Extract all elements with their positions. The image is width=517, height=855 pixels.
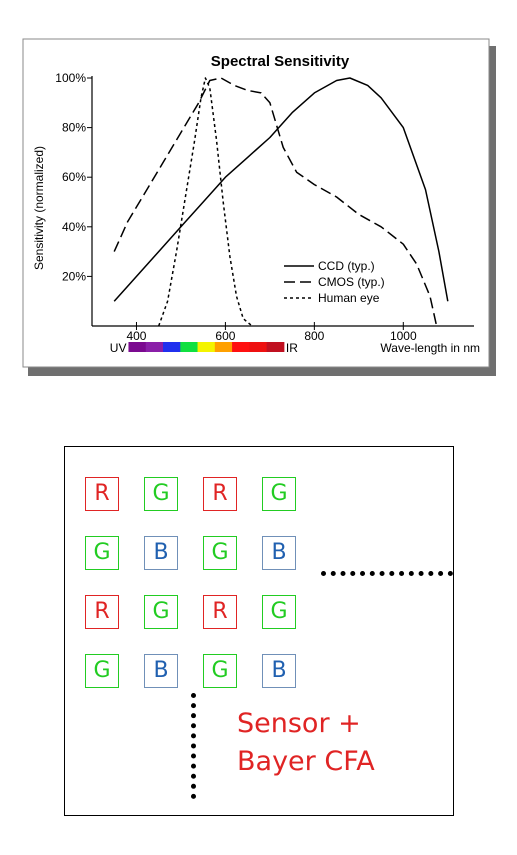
y-axis-label: Sensitivity (normalized) <box>32 146 46 270</box>
bayer-cell-b: B <box>144 536 178 570</box>
spectrum-segment <box>197 342 216 352</box>
spectrum-segment <box>266 342 285 352</box>
legend-label: CMOS (typ.) <box>318 275 385 289</box>
bayer-cell-g: G <box>144 477 178 511</box>
y-tick-label: 60% <box>62 170 86 184</box>
y-tick-label: 100% <box>55 71 86 85</box>
bayer-cell-b: B <box>144 654 178 688</box>
bayer-cell-r: R <box>85 477 119 511</box>
x-tick-label: 600 <box>215 329 235 343</box>
spectrum-ir-label: IR <box>286 341 298 355</box>
spectrum-segment <box>145 342 164 352</box>
legend-label: Human eye <box>318 291 380 305</box>
panel-background <box>22 38 490 368</box>
vertical-continuation-dots <box>191 693 196 799</box>
bayer-cell-g: G <box>203 654 237 688</box>
y-tick-label: 80% <box>62 121 86 135</box>
series-line-1 <box>113 77 438 327</box>
bayer-cell-g: G <box>262 595 296 629</box>
chart-title: Spectral Sensitivity <box>211 53 350 70</box>
spectrum-segment <box>163 342 181 352</box>
bayer-cell-r: R <box>203 477 237 511</box>
horizontal-continuation-dots <box>321 571 453 576</box>
spectrum-segment <box>180 342 199 352</box>
spectrum-segment <box>128 342 147 352</box>
x-tick-label: 400 <box>126 329 146 343</box>
chart-svg: Spectral Sensitivity 20% 40% 60% 80% 100% 400 6… <box>22 38 496 376</box>
x-tick-label: 1000 <box>390 329 417 343</box>
bayer-cell-r: R <box>85 595 119 629</box>
bayer-cell-r: R <box>203 595 237 629</box>
series-line-2 <box>157 77 253 327</box>
spectrum-uv-label: UV <box>110 341 127 355</box>
bayer-cell-g: G <box>85 654 119 688</box>
x-axis-label: Wave-length in nm <box>380 341 480 355</box>
bayer-cell-b: B <box>262 654 296 688</box>
sensor-label-line1: Sensor + <box>237 708 361 739</box>
sensor-label-line2: Bayer CFA <box>237 746 375 777</box>
series-line-0 <box>113 77 449 302</box>
y-tick-label: 40% <box>62 220 86 234</box>
spectrum-segment <box>232 342 250 352</box>
x-tick-label: 800 <box>304 329 324 343</box>
bayer-cell-g: G <box>144 595 178 629</box>
legend-label: CCD (typ.) <box>318 259 375 273</box>
spectrum-segment <box>249 342 268 352</box>
spectrum-segment <box>214 342 233 352</box>
bayer-cell-b: B <box>262 536 296 570</box>
bayer-cell-g: G <box>203 536 237 570</box>
spectral-sensitivity-chart: Spectral Sensitivity 20% 40% 60% 80% 100% 400 6… <box>22 38 498 378</box>
y-tick-label: 20% <box>62 269 86 283</box>
bayer-cell-g: G <box>85 536 119 570</box>
sensor-label: Sensor + Bayer CFA <box>237 705 375 781</box>
bayer-cell-g: G <box>262 477 296 511</box>
